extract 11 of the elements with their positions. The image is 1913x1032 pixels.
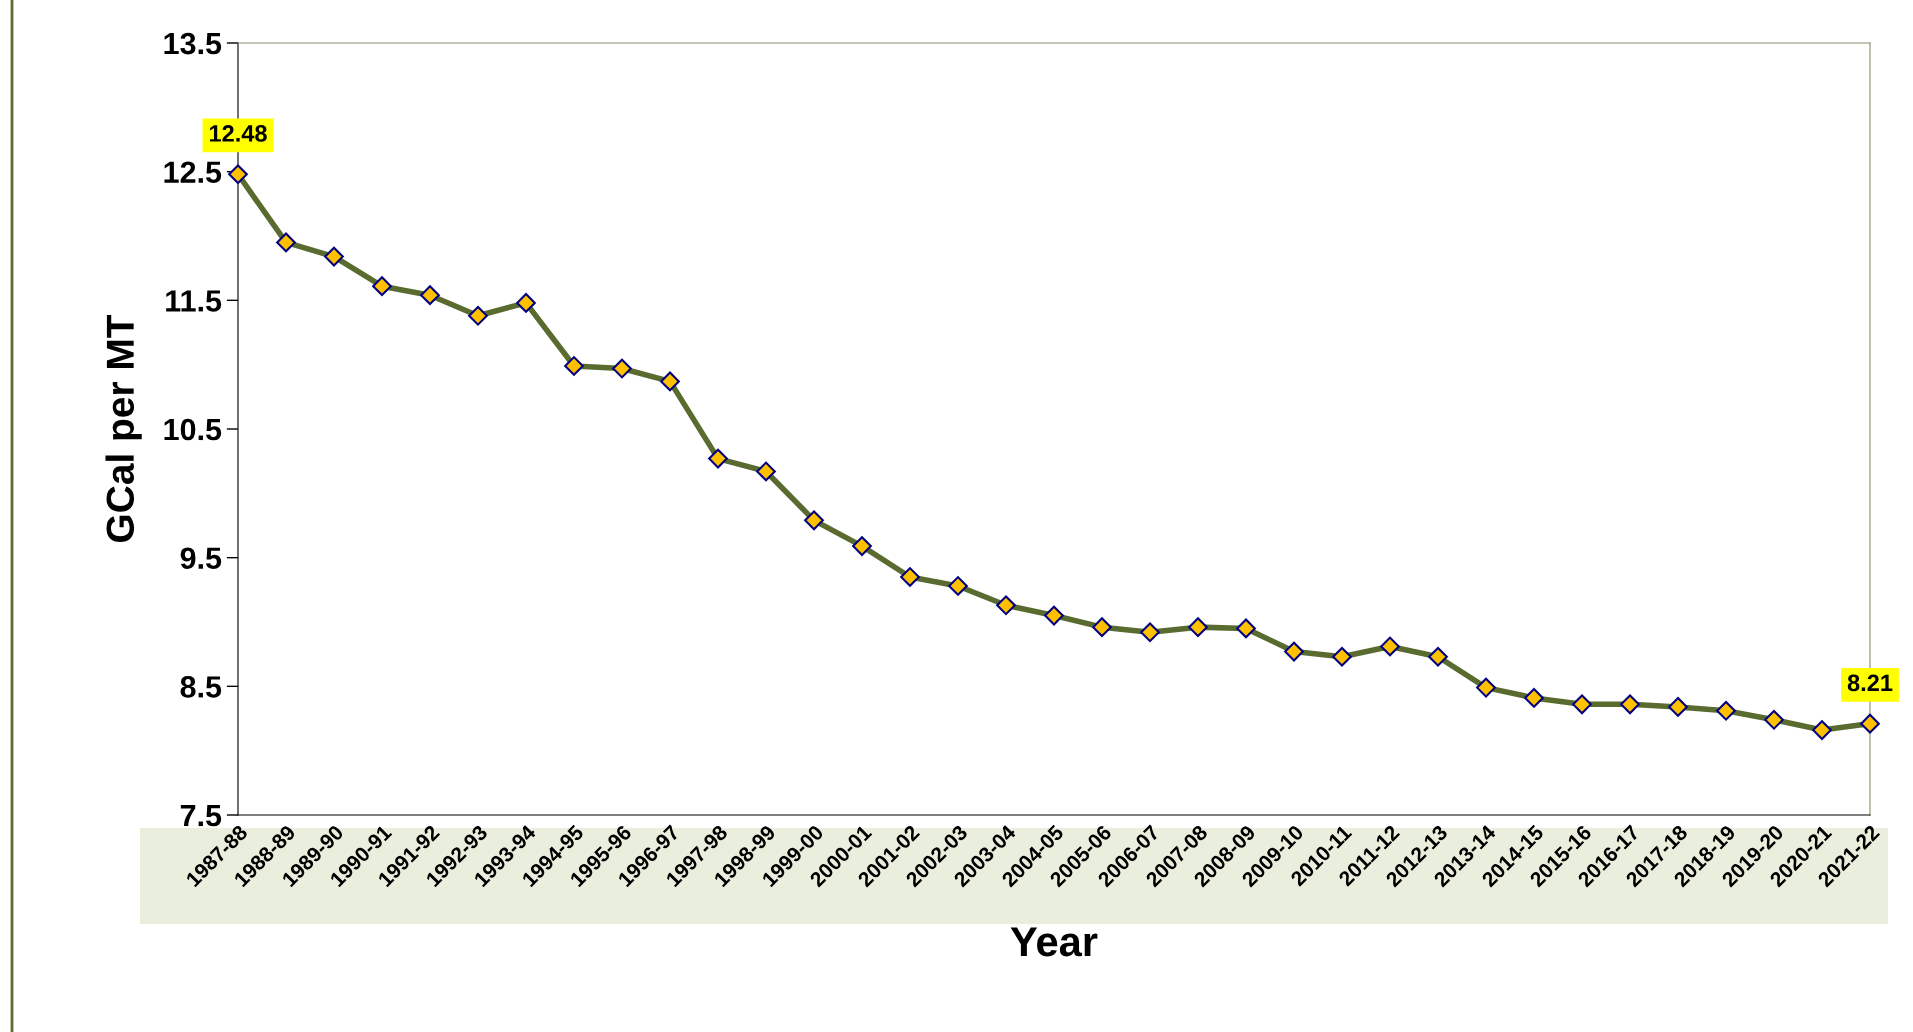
y-tick-label: 10.5: [164, 418, 222, 441]
x-axis-title: Year: [1010, 927, 1098, 957]
y-tick-label: 13.5: [164, 32, 222, 55]
y-tick-label: 11.5: [166, 290, 222, 312]
data-label: 12.48: [209, 125, 267, 142]
y-axis-title: GCal per MT: [105, 314, 142, 542]
y-tick-label: 8.5: [180, 676, 222, 698]
y-tick-label: 12.5: [164, 161, 222, 184]
y-tick-label: 9.5: [180, 547, 222, 570]
y-tick-label: 7.5: [180, 805, 222, 827]
data-label: 8.21: [1847, 674, 1893, 692]
